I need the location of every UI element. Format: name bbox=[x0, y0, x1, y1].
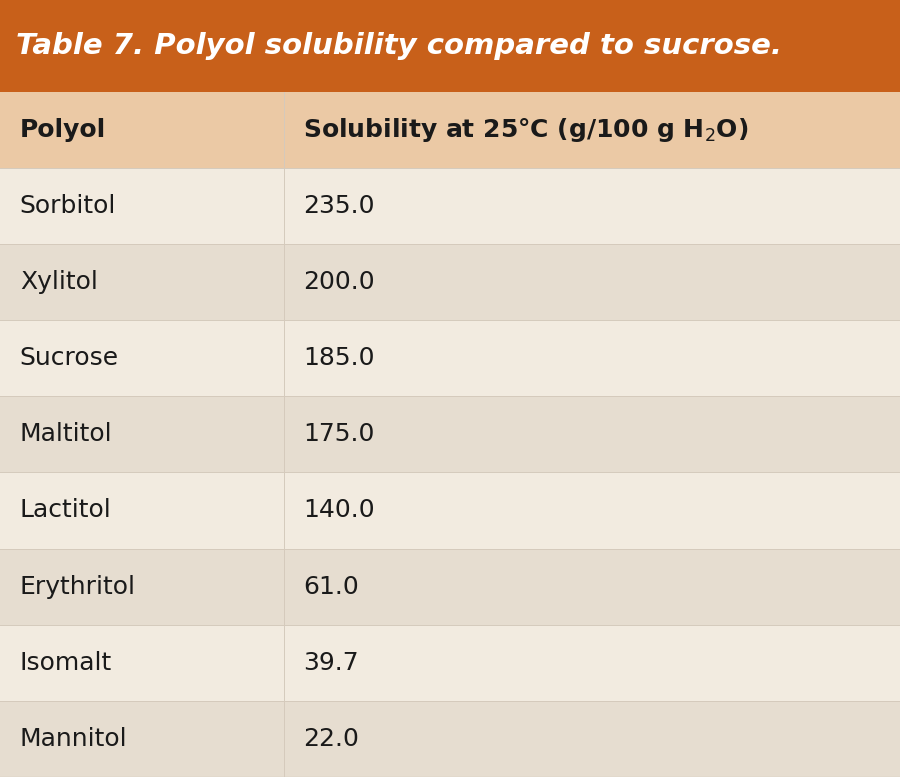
Bar bbox=[0, 549, 900, 625]
Text: 185.0: 185.0 bbox=[303, 347, 374, 370]
Text: Table 7. Polyol solubility compared to sucrose.: Table 7. Polyol solubility compared to s… bbox=[16, 32, 782, 60]
Text: Isomalt: Isomalt bbox=[20, 651, 112, 674]
Text: Mannitol: Mannitol bbox=[20, 727, 128, 751]
Text: 22.0: 22.0 bbox=[303, 727, 359, 751]
Text: Erythritol: Erythritol bbox=[20, 575, 136, 598]
Bar bbox=[0, 320, 900, 396]
Bar bbox=[0, 472, 900, 549]
Text: Solubility at 25°C (g/100 g H$_2$O): Solubility at 25°C (g/100 g H$_2$O) bbox=[303, 116, 749, 144]
Bar bbox=[0, 625, 900, 701]
Text: Xylitol: Xylitol bbox=[20, 270, 98, 294]
Text: 200.0: 200.0 bbox=[303, 270, 375, 294]
Text: 235.0: 235.0 bbox=[303, 194, 374, 218]
Text: 140.0: 140.0 bbox=[303, 499, 375, 522]
Text: Lactitol: Lactitol bbox=[20, 499, 112, 522]
Bar bbox=[0, 168, 900, 244]
Text: 61.0: 61.0 bbox=[303, 575, 359, 598]
Text: 39.7: 39.7 bbox=[303, 651, 359, 674]
Text: Polyol: Polyol bbox=[20, 118, 106, 141]
Text: Maltitol: Maltitol bbox=[20, 423, 112, 446]
Bar bbox=[0, 701, 900, 777]
Bar bbox=[0, 0, 900, 92]
Text: 175.0: 175.0 bbox=[303, 423, 374, 446]
Bar bbox=[0, 244, 900, 320]
Bar bbox=[0, 396, 900, 472]
Text: Sorbitol: Sorbitol bbox=[20, 194, 116, 218]
Bar bbox=[0, 92, 900, 168]
Text: Sucrose: Sucrose bbox=[20, 347, 119, 370]
